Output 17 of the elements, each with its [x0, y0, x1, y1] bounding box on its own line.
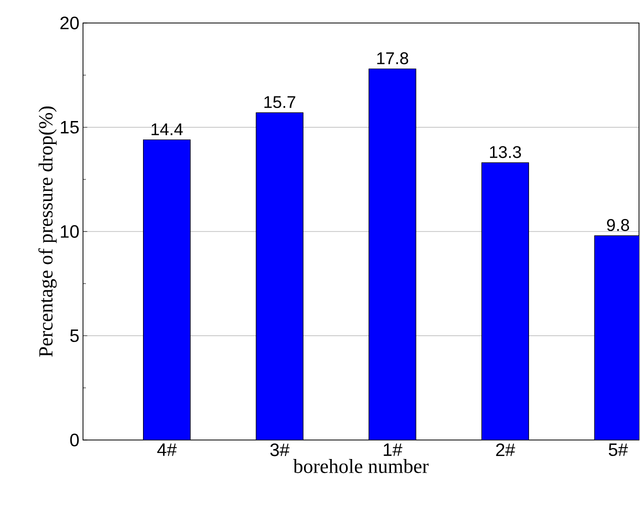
data-label: 13.3: [490, 146, 521, 158]
y-tick-label: 0: [70, 434, 79, 446]
y-tick-label: 10: [60, 225, 79, 238]
x-tick-label: 5#: [608, 444, 628, 456]
x-axis-title: borehole number: [293, 459, 429, 474]
data-label: 14.4: [152, 123, 183, 136]
data-label: 9.8: [607, 219, 630, 232]
y-tick-label: 15: [60, 120, 79, 134]
data-label: 15.7: [264, 96, 296, 108]
y-tick-label: 5: [70, 329, 79, 342]
y-axis-title: Percentage of pressure drop(%): [38, 106, 57, 357]
y-tick-label: 20: [60, 16, 79, 30]
data-label: 17.8: [377, 52, 408, 64]
x-tick-label: 4#: [157, 444, 177, 456]
x-tick-label: 2#: [496, 444, 516, 456]
x-tick-label: 3#: [270, 444, 290, 456]
x-tick-label: 1#: [384, 444, 402, 456]
